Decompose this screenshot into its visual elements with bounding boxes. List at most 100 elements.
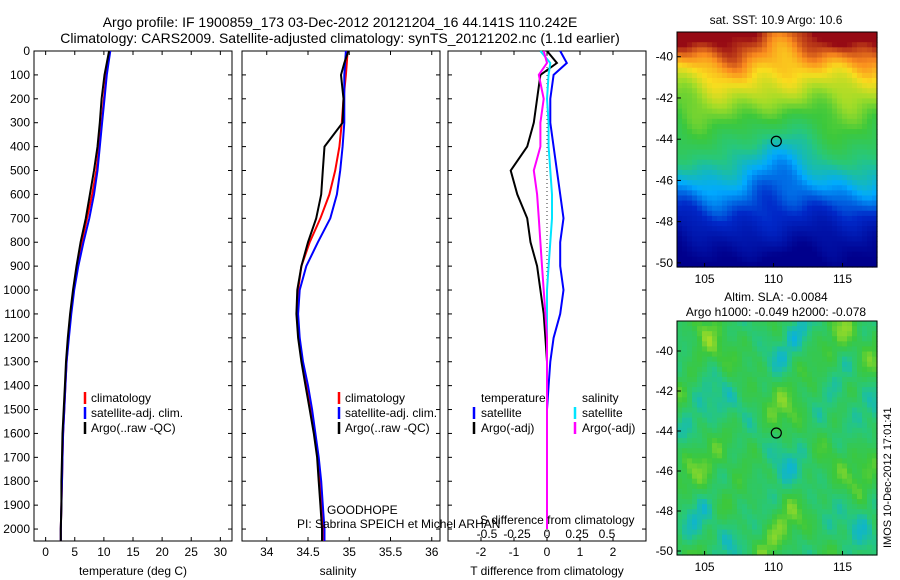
heatmap-cell: [722, 361, 728, 368]
heatmap-cell: [697, 190, 703, 197]
heatmap-cell: [807, 468, 813, 475]
heatmap-cell: [787, 382, 793, 388]
heatmap-cell: [817, 159, 823, 166]
heatmap-cell: [807, 93, 813, 100]
heatmap-cell: [727, 139, 733, 145]
heatmap-cell: [802, 382, 808, 388]
heatmap-cell: [727, 261, 733, 268]
heatmap-cell: [772, 205, 778, 212]
heatmap-cell: [832, 226, 838, 232]
heatmap-cell: [792, 397, 798, 403]
heatmap-cell: [837, 83, 843, 89]
heatmap-cell: [717, 236, 723, 243]
heatmap-cell: [812, 519, 818, 526]
heatmap-cell: [777, 246, 783, 253]
heatmap-cell: [747, 438, 753, 444]
heatmap-cell: [867, 108, 873, 115]
heatmap-cell: [792, 77, 798, 84]
heatmap-cell: [842, 351, 848, 358]
heatmap-cell: [712, 42, 718, 48]
heatmap-cell: [812, 549, 818, 556]
heatmap-cell: [722, 366, 728, 373]
heatmap-cell: [867, 427, 873, 434]
heatmap-cell: [782, 77, 788, 84]
heatmap-cell: [742, 175, 748, 181]
heatmap-cell: [692, 144, 698, 151]
heatmap-cell: [692, 351, 698, 358]
heatmap-cell: [832, 422, 838, 429]
legend-temperature-heading: temperature: [481, 391, 546, 405]
heatmap-cell: [707, 524, 713, 531]
heatmap-cell: [787, 185, 793, 191]
heatmap-cell: [697, 499, 703, 505]
heatmap-cell: [792, 382, 798, 388]
heatmap-cell: [752, 261, 758, 268]
heatmap-cell: [802, 98, 808, 105]
heatmap-cell: [682, 341, 688, 348]
heatmap-cell: [732, 387, 738, 393]
heatmap-cell: [737, 443, 743, 449]
heatmap-cell: [822, 195, 828, 202]
heatmap-cell: [832, 139, 838, 145]
heatmap-cell: [802, 185, 808, 191]
heatmap-cell: [827, 231, 833, 237]
heatmap-cell: [752, 195, 758, 202]
heatmap-cell: [677, 200, 683, 207]
heatmap-cell: [787, 175, 793, 181]
heatmap-cell: [852, 88, 858, 94]
heatmap-cell: [697, 123, 703, 130]
heatmap-cell: [712, 169, 718, 176]
heatmap-cell: [692, 544, 698, 551]
heatmap-cell: [782, 47, 788, 54]
heatmap-cell: [832, 62, 838, 69]
heatmap-cell: [832, 336, 838, 342]
heatmap-cell: [827, 346, 833, 353]
heatmap-cell: [762, 103, 768, 110]
heatmap-cell: [762, 341, 768, 348]
heatmap-cell: [712, 371, 718, 378]
heatmap-cell: [867, 246, 873, 253]
heatmap-cell: [857, 77, 863, 84]
heatmap-cell: [777, 47, 783, 54]
heatmap-cell: [767, 499, 773, 505]
heatmap-cell: [687, 397, 693, 403]
heatmap-cell: [807, 159, 813, 166]
heatmap-cell: [772, 180, 778, 186]
heatmap-cell: [807, 236, 813, 243]
heatmap-cell: [762, 205, 768, 212]
heatmap-cell: [677, 438, 683, 444]
heatmap-cell: [767, 195, 773, 202]
heatmap-cell: [847, 478, 853, 485]
heatmap-cell: [812, 144, 818, 151]
heatmap-cell: [827, 321, 833, 327]
heatmap-cell: [792, 261, 798, 268]
heatmap-cell: [682, 351, 688, 358]
heatmap-cell: [722, 326, 728, 332]
heatmap-cell: [692, 108, 698, 115]
heatmap-cell: [782, 169, 788, 176]
heatmap-cell: [812, 509, 818, 515]
heatmap-cell: [787, 321, 793, 327]
heatmap-cell: [867, 392, 873, 398]
heatmap-cell: [737, 509, 743, 515]
heatmap-cell: [822, 351, 828, 358]
heatmap-cell: [837, 226, 843, 232]
heatmap-cell: [712, 47, 718, 54]
heatmap-cell: [762, 336, 768, 342]
heatmap-cell: [697, 154, 703, 161]
heatmap-cell: [722, 47, 728, 54]
heatmap-cell: [827, 407, 833, 414]
heatmap-cell: [722, 463, 728, 470]
heatmap-cell: [742, 256, 748, 263]
heatmap-cell: [772, 371, 778, 378]
heatmap-cell: [762, 524, 768, 531]
heatmap-cell: [732, 123, 738, 130]
heatmap-cell: [852, 195, 858, 202]
heatmap-cell: [782, 226, 788, 232]
y-tick-label: 1500: [3, 403, 30, 417]
heatmap-cell: [757, 427, 763, 434]
heatmap-cell: [742, 190, 748, 197]
heatmap-cell: [772, 539, 778, 546]
heatmap-cell: [737, 236, 743, 243]
heatmap-cell: [817, 72, 823, 79]
